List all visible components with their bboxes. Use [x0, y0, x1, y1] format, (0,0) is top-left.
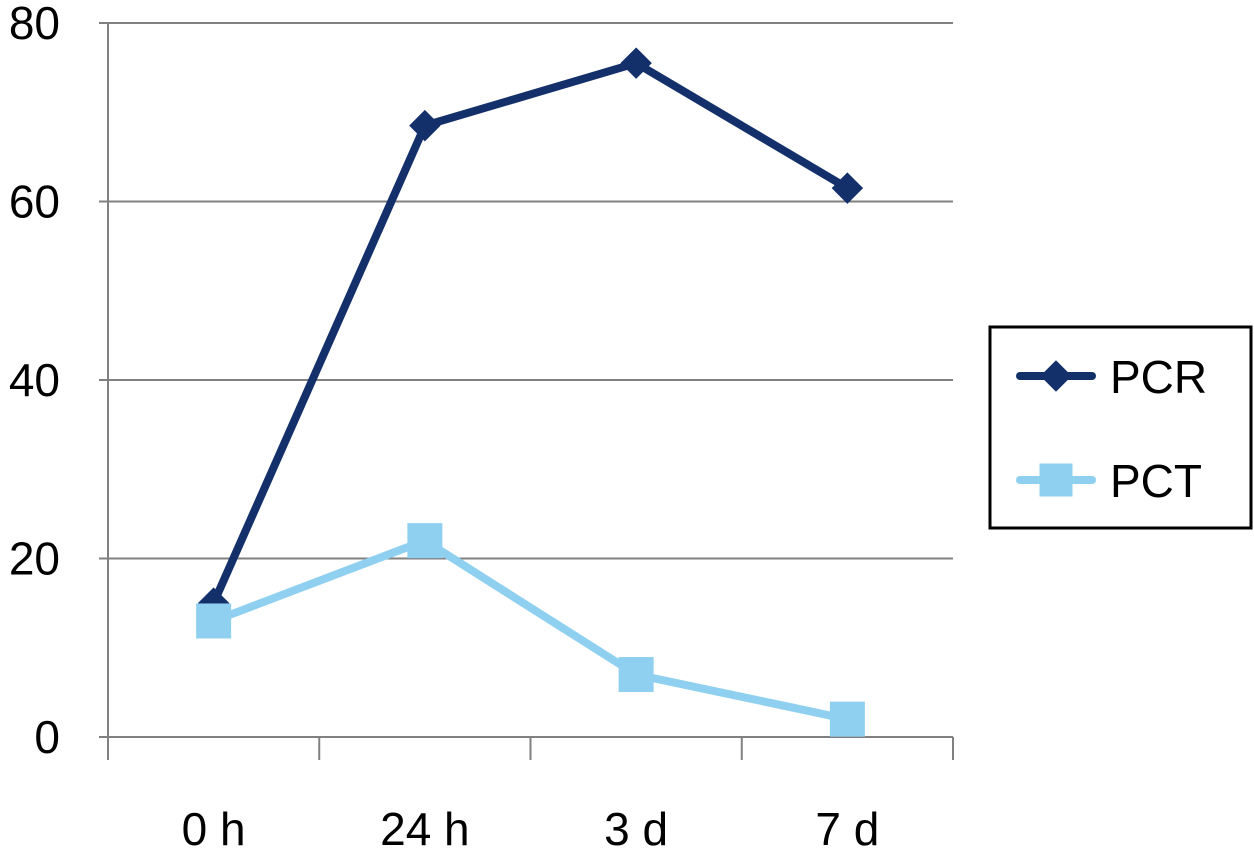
data-point-pct	[196, 603, 232, 639]
series-layer	[196, 47, 865, 737]
series-line-pct	[209, 536, 852, 724]
x-tick-label: 7 d	[815, 803, 879, 855]
data-point-pcr	[620, 47, 652, 79]
y-tick-label: 80	[9, 0, 60, 49]
legend-swatch-pcr	[1016, 360, 1096, 392]
axes	[99, 22, 954, 760]
data-point-pcr	[409, 109, 441, 142]
legend-label-pcr: PCR	[1110, 351, 1207, 403]
x-tick-label: 24 h	[380, 803, 470, 855]
legend-marker	[1039, 463, 1073, 497]
x-tick-label: 3 d	[604, 803, 668, 855]
legend-marker	[1040, 360, 1072, 392]
legend-swatch-pct	[1016, 463, 1096, 497]
series-pcr	[197, 47, 864, 619]
data-point-pct	[618, 657, 654, 693]
y-tick-label: 20	[9, 533, 60, 585]
series-line-pcr	[209, 59, 852, 608]
legend-box	[988, 325, 1253, 530]
y-tick-label: 60	[9, 176, 60, 228]
y-tick-label: 0	[34, 711, 60, 763]
data-point-pct	[407, 523, 443, 559]
legend: PCR PCT	[988, 325, 1253, 530]
data-point-pcr	[831, 172, 864, 204]
data-point-pct	[829, 701, 865, 737]
legend-label-pct: PCT	[1110, 455, 1202, 507]
y-tick-labels: 0 20 40 60 80	[9, 0, 60, 763]
x-tick-labels: 0 h 24 h 3 d 7 d	[182, 803, 880, 855]
y-tick-label: 40	[9, 354, 60, 406]
x-tick-label: 0 h	[182, 803, 246, 855]
gridlines	[108, 22, 953, 560]
series-pct	[196, 523, 865, 737]
